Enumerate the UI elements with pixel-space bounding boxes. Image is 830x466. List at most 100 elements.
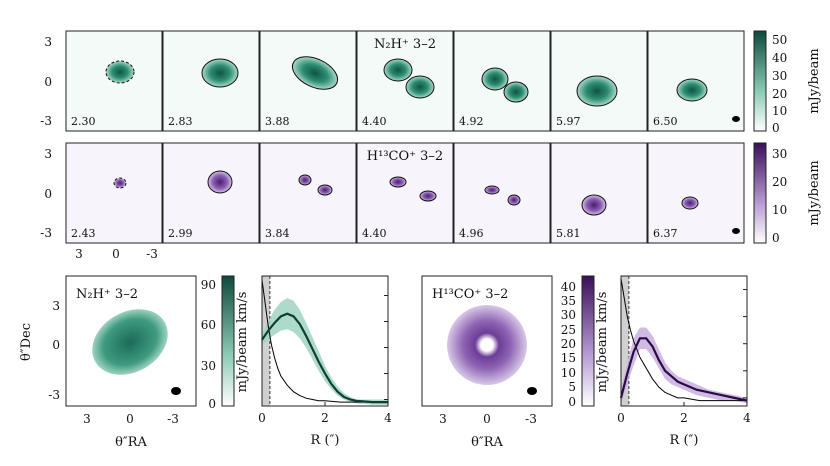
n2hp-channel-row: 3 0 -3 2.30 2.83 3.88 N₂H⁺ 3–2 4.40 xyxy=(40,30,822,135)
beam-ellipse-icon xyxy=(171,387,181,395)
h13cop-radial-profile: 0 2 4 R (″) xyxy=(617,275,751,448)
x-tick-label: 4 xyxy=(384,411,392,425)
cb2-tick: 10 xyxy=(772,203,787,217)
n2hp-channel-velocity: 4.92 xyxy=(459,115,484,128)
n2hp-channel-velocity: 2.83 xyxy=(168,115,193,128)
x-tick-label: 4 xyxy=(743,411,751,425)
cb2-tick: 0 xyxy=(772,231,780,245)
row2-xtick: 3 xyxy=(75,247,83,261)
cb1-tick: 50 xyxy=(772,33,787,47)
h13cop-panel-3: 3.84 xyxy=(259,142,357,244)
h13cop-profile-colorbar: 40 35 30 25 20 15 10 5 0 mJy/beam km/s xyxy=(561,275,610,409)
cb4-tick: 30 xyxy=(561,308,576,322)
moment1-xtick: 3 xyxy=(83,412,91,426)
n2hp-panel-3: 3.88 xyxy=(259,30,357,132)
radial-profile-line xyxy=(261,312,388,404)
cb4-tick: 0 xyxy=(568,395,576,409)
n2hp-profile-colorbar: 90 60 30 0 mJy/beam km/s xyxy=(201,275,250,411)
h13cop-channel-velocity: 4.96 xyxy=(459,227,484,240)
x-tick-label: 2 xyxy=(321,411,329,425)
h13cop-channel-velocity: 2.99 xyxy=(168,227,193,240)
n2hp-panel-5: 4.92 xyxy=(453,30,551,132)
n2hp-panel-4: N₂H⁺ 3–2 4.40 xyxy=(356,30,454,132)
h13cop-panel-6: 5.81 xyxy=(550,142,648,244)
row1-ytick-bot: -3 xyxy=(40,114,52,128)
cb3-tick: 0 xyxy=(208,397,216,411)
cb3-tick: 30 xyxy=(201,359,216,373)
h13cop-channel-velocity: 3.84 xyxy=(265,227,290,240)
beam-shade xyxy=(621,276,629,406)
cb3-tick: 60 xyxy=(201,318,216,332)
n2hp-channel-velocity: 6.50 xyxy=(653,115,678,128)
row1-ytick-top: 3 xyxy=(44,35,52,49)
cb4-tick: 15 xyxy=(561,351,576,365)
cb1-tick: 20 xyxy=(772,87,787,101)
cb4-tick: 5 xyxy=(568,380,576,394)
n2hp-panel-7: 6.50 xyxy=(647,30,745,132)
n2hp-channel-velocity: 5.97 xyxy=(556,115,581,128)
moment1-ytick: 0 xyxy=(52,338,60,352)
x-tick-label: 0 xyxy=(617,411,625,425)
beam-ellipse-icon xyxy=(732,228,740,234)
n2hp-panel-6: 5.97 xyxy=(550,30,648,132)
moment1-xtick: -3 xyxy=(167,412,179,426)
h13cop-channel-row: 3 0 -3 2.43 2.99 3.84 H¹³CO⁺ 3–2 4.40 xyxy=(40,142,822,261)
cb1-tick: 0 xyxy=(772,121,780,135)
n2hp-channel-velocity: 4.40 xyxy=(362,115,387,128)
h13cop-panel-1: 2.43 xyxy=(65,142,163,244)
cb2-label: mJy/beam xyxy=(807,160,822,225)
cb4-label: mJy/beam km/s xyxy=(595,292,610,393)
moment-label: H¹³CO⁺ 3–2 xyxy=(432,287,508,302)
moment1-ytick: 3 xyxy=(52,299,60,313)
cb4-tick: 25 xyxy=(561,323,576,337)
beam-profile-line xyxy=(261,279,388,403)
h13cop-panel-2: 2.99 xyxy=(162,142,260,244)
cb2-tick: 20 xyxy=(772,175,787,189)
row2-ytick-top: 3 xyxy=(44,147,52,161)
cb3-label: mJy/beam km/s xyxy=(235,292,250,393)
cb1-tick: 30 xyxy=(772,69,787,83)
row2-xtick: -3 xyxy=(146,247,158,261)
row1-ytick-mid: 0 xyxy=(44,75,52,89)
h13cop-colorbar: 30 20 10 0 mJy/beam xyxy=(753,142,822,245)
h13cop-panel-5: 4.96 xyxy=(453,142,551,244)
h13cop-molecule-label: H¹³CO⁺ 3–2 xyxy=(367,149,443,164)
h13cop-channel-velocity: 5.81 xyxy=(556,227,581,240)
n2hp-panel-2: 2.83 xyxy=(162,30,260,132)
uncertainty-band xyxy=(262,298,388,405)
row2-xtick: 0 xyxy=(112,247,120,261)
moment-label: N₂H⁺ 3–2 xyxy=(76,287,138,302)
n2hp-channel-velocity: 3.88 xyxy=(265,115,290,128)
h13cop-panel-7: 6.37 xyxy=(647,142,745,244)
n2hp-channel-velocity: 2.30 xyxy=(71,115,96,128)
radial-profile-line xyxy=(619,337,748,402)
row2-ytick-bot: -3 xyxy=(40,226,52,240)
cb3-tick: 90 xyxy=(201,278,216,292)
n2hp-colorbar: 50 40 30 20 10 0 mJy/beam xyxy=(753,30,822,135)
n2hp-radial-profile: 0 2 4 R (″) xyxy=(258,275,392,448)
beam-profile-line xyxy=(620,278,747,402)
h13cop-moment-map: H¹³CO⁺ 3–2 3 0 -3 θ″RA xyxy=(421,275,553,450)
x-tick-label: 2 xyxy=(680,411,688,425)
moment2-xtick: 3 xyxy=(439,412,447,426)
x-tick-label: 0 xyxy=(258,411,266,425)
moment1-xtick: 0 xyxy=(126,412,134,426)
moment2-xtick: 0 xyxy=(483,412,491,426)
h13cop-channel-velocity: 4.40 xyxy=(362,227,387,240)
cb1-label: mJy/beam xyxy=(807,48,822,113)
n2hp-molecule-label: N₂H⁺ 3–2 xyxy=(374,37,436,52)
h13cop-channel-velocity: 6.37 xyxy=(653,227,678,240)
row2-ytick-mid: 0 xyxy=(44,187,52,201)
cb2-tick: 30 xyxy=(772,147,787,161)
cb4-tick: 40 xyxy=(561,280,576,294)
cb4-tick: 20 xyxy=(561,337,576,351)
beam-ellipse-icon xyxy=(732,116,740,122)
h13cop-channel-velocity: 2.43 xyxy=(71,227,96,240)
moment1-ytick: -3 xyxy=(48,388,60,402)
plot-area xyxy=(262,276,388,406)
beam-ellipse-icon xyxy=(527,387,537,395)
cb4-tick: 10 xyxy=(561,366,576,380)
x-axis-label: R (″) xyxy=(311,433,340,448)
moment1-xlabel: θ″RA xyxy=(115,435,147,450)
